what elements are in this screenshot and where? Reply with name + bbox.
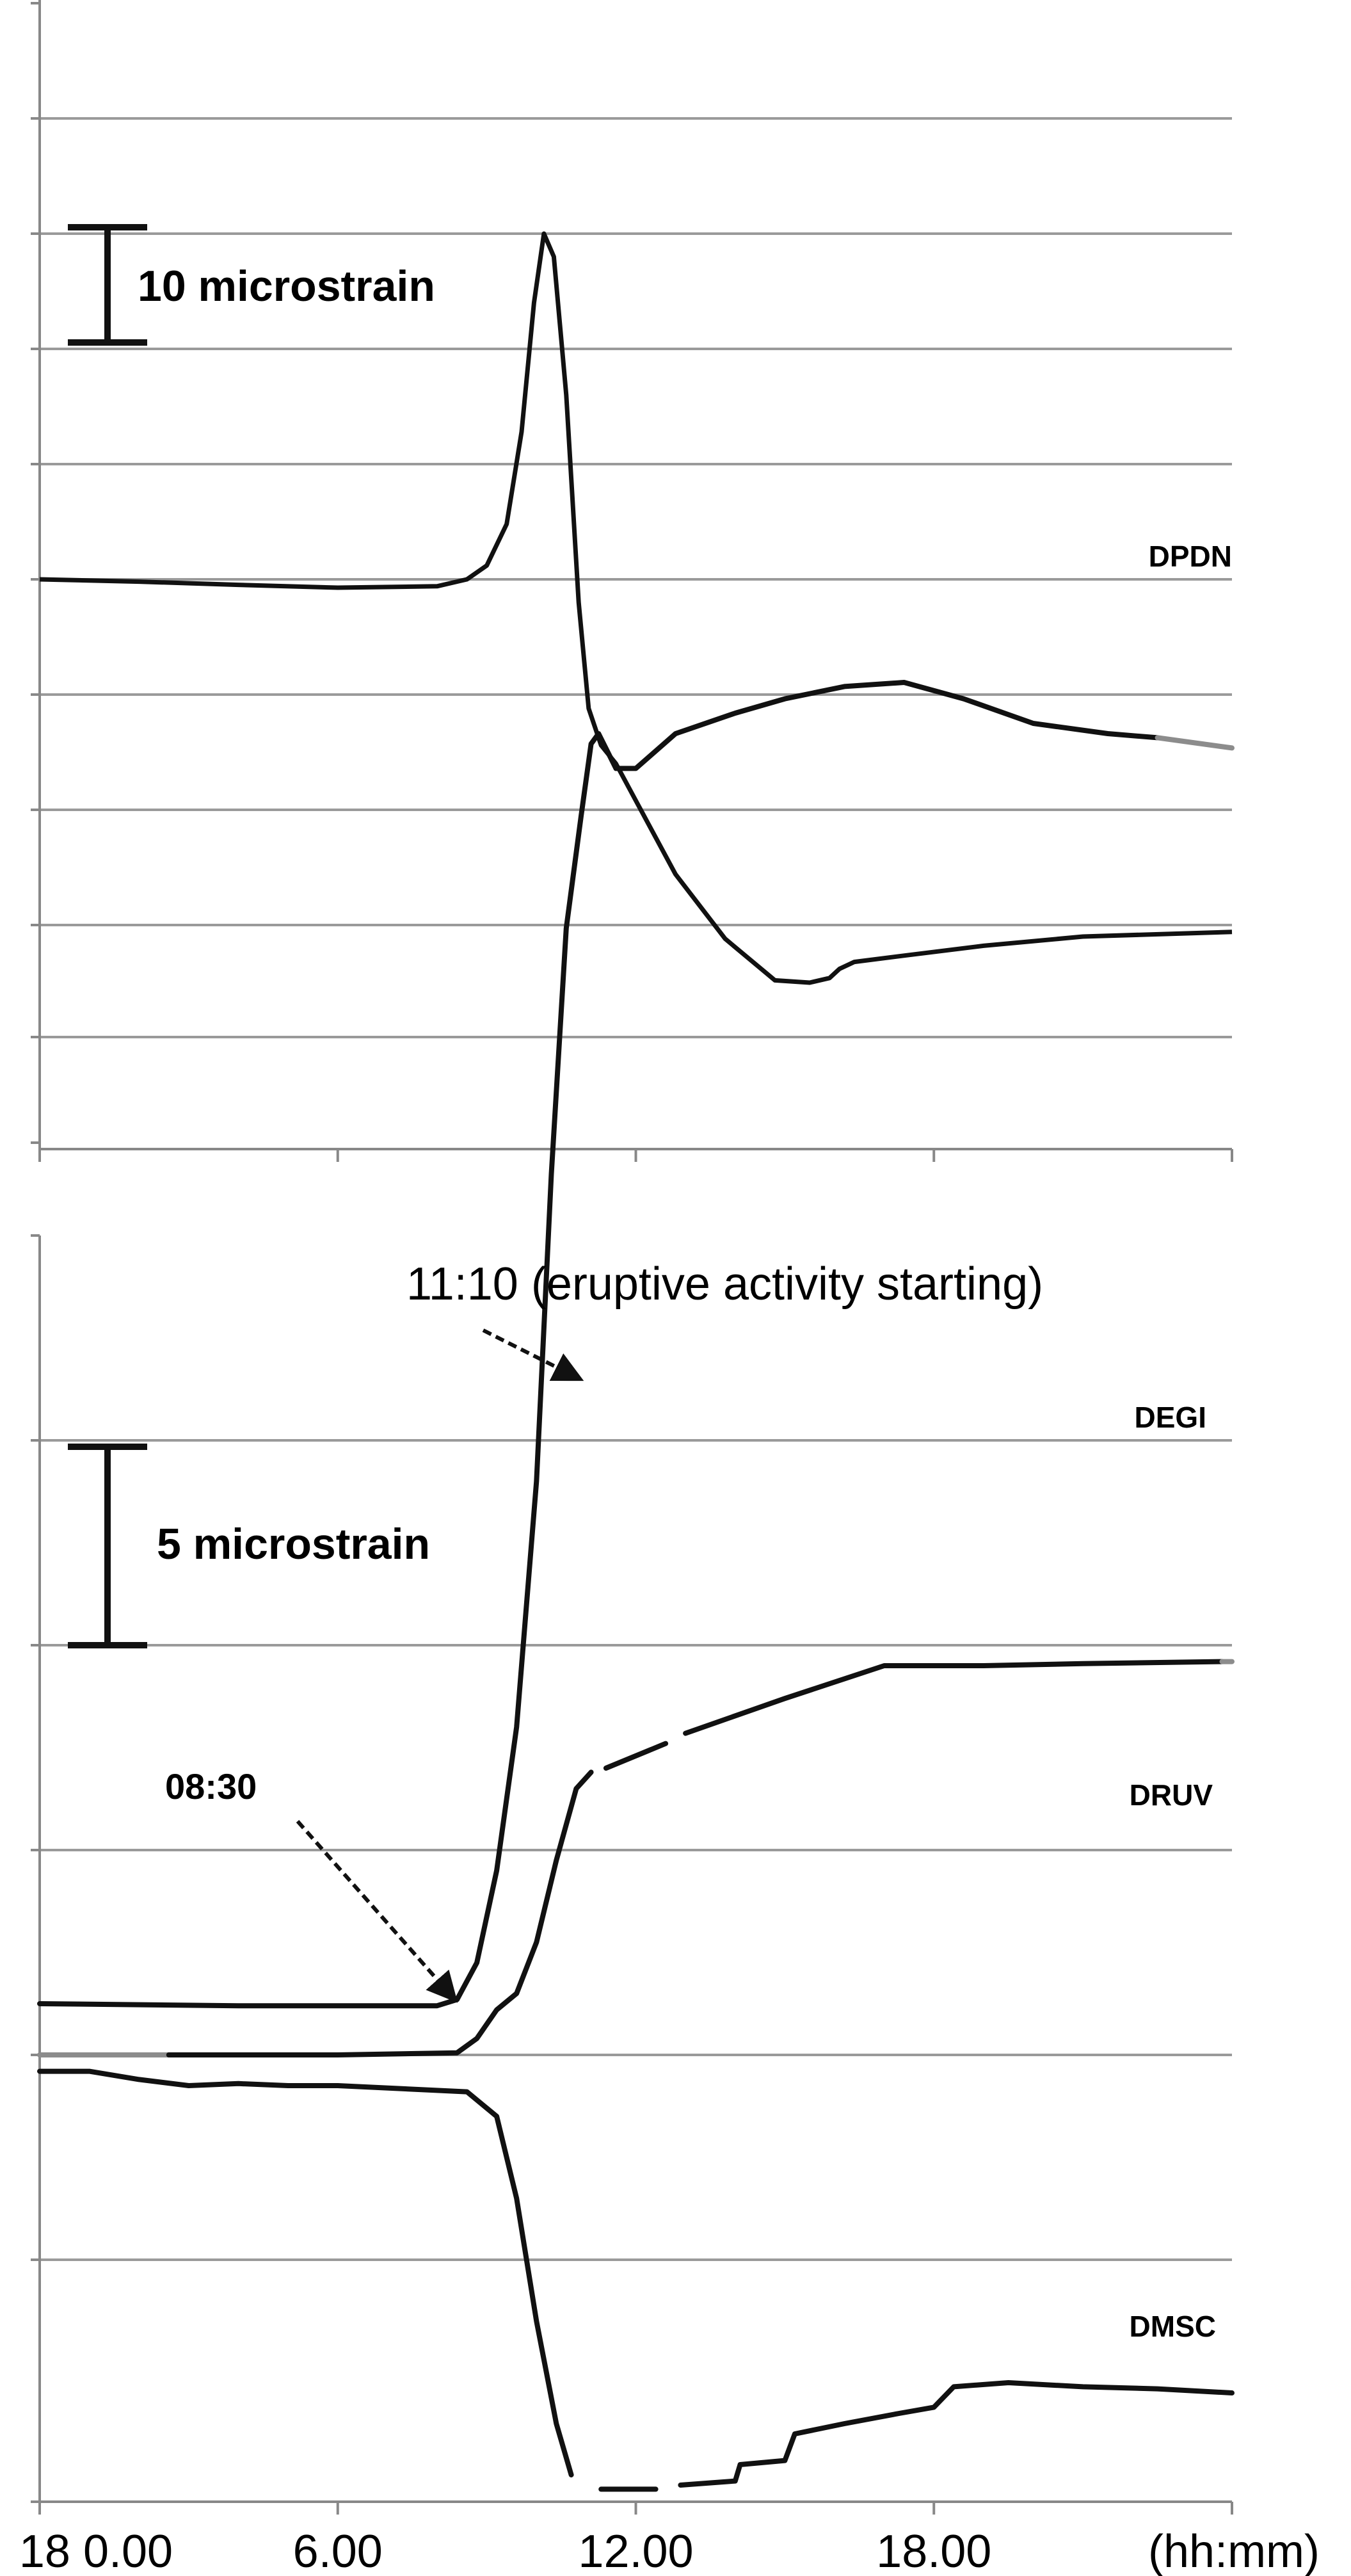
bottom-series-lines bbox=[37, 680, 1235, 2492]
top-scale-bar bbox=[68, 224, 147, 346]
bottom-axis bbox=[31, 1234, 1233, 2515]
series-line-dmsc-segment-2 bbox=[678, 2380, 1235, 2488]
series-line-druv-segment-2 bbox=[603, 1741, 669, 1771]
annotation-1110-label: 11:10 (eruptive activity starting) bbox=[406, 1259, 1043, 1310]
annotation-1110-arrow bbox=[482, 1328, 584, 1381]
x-tick-label-6: 6.00 bbox=[293, 2526, 383, 2576]
top-scale-bar-label: 10 microstrain bbox=[138, 262, 435, 310]
series-line-degi-segment-0 bbox=[37, 680, 1160, 2009]
series-label-druv: DRUV bbox=[1130, 1778, 1213, 1812]
annotation-0830-label: 08:30 bbox=[165, 1766, 257, 1807]
bottom-scale-bar bbox=[68, 1444, 147, 1648]
series-line-dpdn bbox=[39, 231, 1233, 985]
series-line-druv-segment-3 bbox=[683, 1659, 1225, 1736]
annotations bbox=[296, 1328, 584, 2003]
series-line-dmsc-segment-0 bbox=[37, 2068, 574, 2477]
top-axis bbox=[31, 0, 1233, 1162]
bottom-scale-bar-label: 5 microstrain bbox=[157, 1520, 430, 1568]
series-label-degi: DEGI bbox=[1135, 1401, 1206, 1434]
annotation-0830-arrow bbox=[296, 1820, 458, 2003]
series-label-dpdn: DPDN bbox=[1149, 540, 1232, 573]
x-axis-unit-label: (hh:mm) bbox=[1148, 2526, 1320, 2576]
bottom-panel: 5 microstrain DEGI DRUV DMSC 08:30 11:10… bbox=[19, 680, 1320, 2576]
x-tick-label-18: 18.00 bbox=[876, 2526, 991, 2576]
top-series-lines bbox=[39, 231, 1233, 985]
top-gridlines bbox=[40, 117, 1232, 1038]
x-tick-label-12: 12.00 bbox=[578, 2526, 693, 2576]
series-line-druv-segment-1 bbox=[166, 1769, 594, 2057]
x-tick-label-0: 18 0.00 bbox=[19, 2526, 173, 2576]
x-tick-labels: 18 0.00 6.00 12.00 18.00 (hh:mm) bbox=[19, 2526, 1320, 2576]
series-line-degi-segment-1 bbox=[1155, 735, 1235, 751]
series-label-dmsc: DMSC bbox=[1130, 2310, 1216, 2343]
top-panel: 10 microstrain DPDN bbox=[31, 0, 1233, 1162]
